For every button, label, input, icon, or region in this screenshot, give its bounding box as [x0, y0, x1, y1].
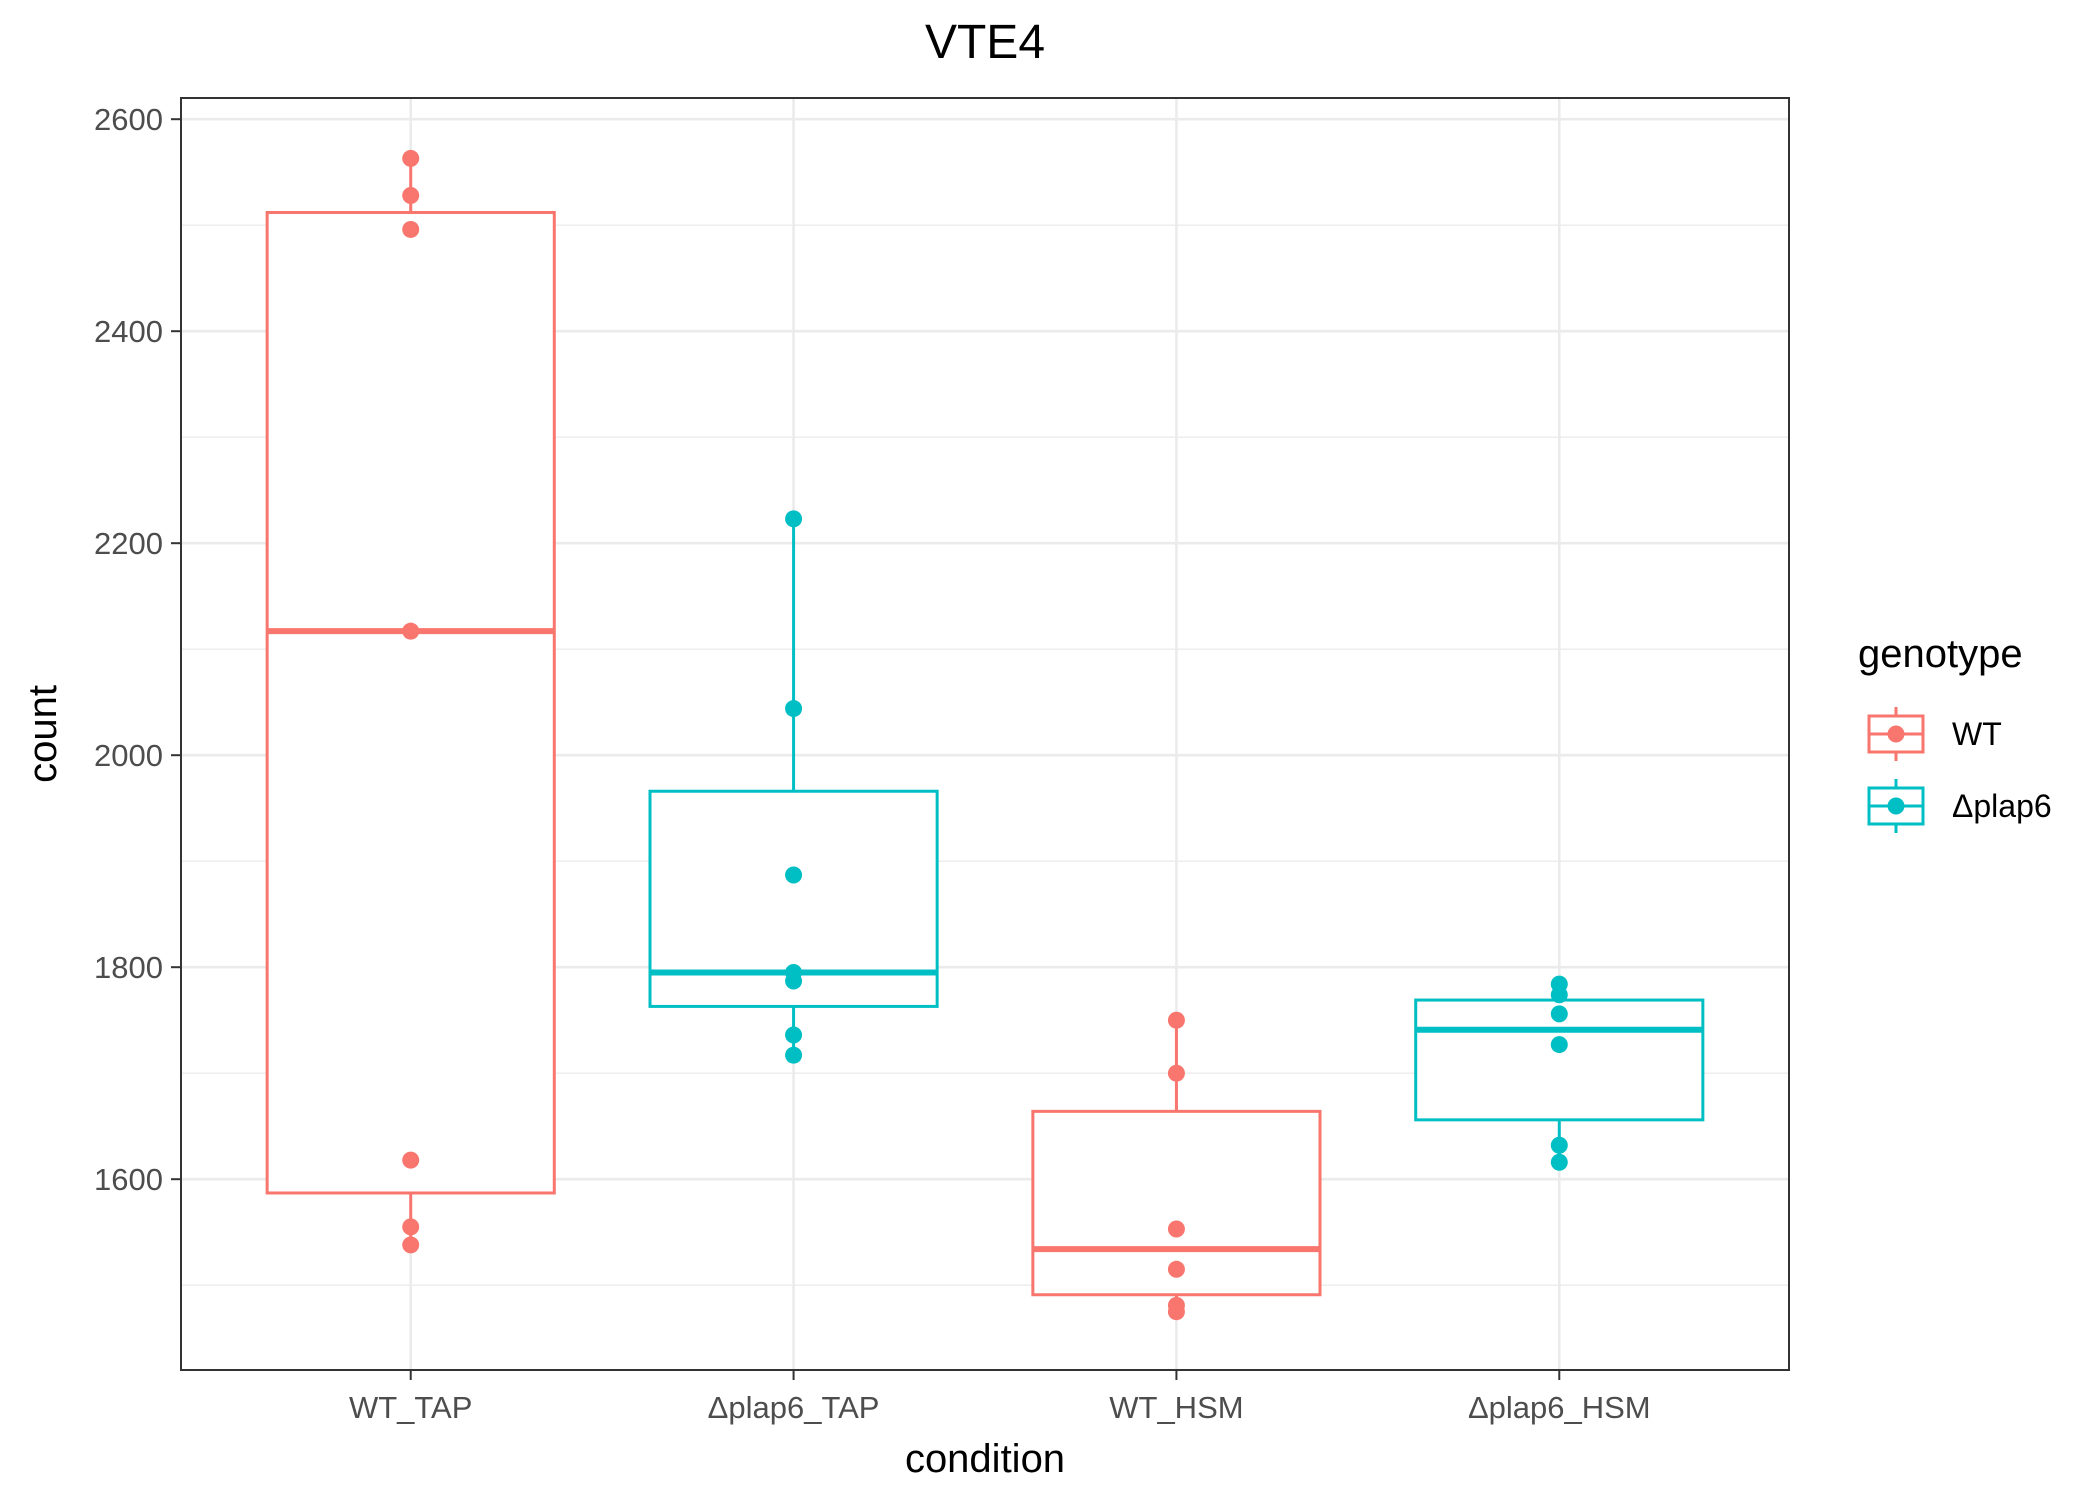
data-point — [1550, 1005, 1568, 1023]
x-tick-label: WT_HSM — [1109, 1390, 1243, 1425]
x-tick-label: WT_TAP — [349, 1390, 472, 1425]
box-WT_TAP — [265, 158, 556, 1245]
axis-layer: 1600 1800 2000 2200 2400 2600 WT_TAP Δplap6_TAP… — [94, 102, 1651, 1425]
legend-item: WT — [1867, 707, 2002, 761]
legend-key-point — [1887, 725, 1905, 743]
data-point — [785, 972, 803, 990]
data-point — [402, 1151, 420, 1169]
y-tick-label: 2000 — [94, 738, 163, 773]
y-tick-label: 2200 — [94, 526, 163, 561]
point-layer — [402, 149, 1568, 1321]
data-point — [785, 1026, 803, 1044]
data-point — [402, 622, 420, 640]
data-point — [785, 1046, 803, 1064]
data-point — [1167, 1064, 1185, 1082]
x-axis-title: condition — [905, 1437, 1065, 1481]
data-point — [402, 1236, 420, 1254]
data-point — [785, 700, 803, 718]
data-point — [1167, 1220, 1185, 1238]
data-point — [1167, 1011, 1185, 1029]
chart-title: VTE4 — [925, 16, 1045, 69]
data-point — [1167, 1260, 1185, 1278]
data-point — [1550, 1036, 1568, 1054]
legend-items: WT Δplap6 — [1867, 707, 2052, 833]
data-point — [402, 1218, 420, 1236]
box-iqr — [265, 210, 556, 1195]
x-tick-label: Δplap6_TAP — [708, 1390, 880, 1425]
legend-key-point — [1887, 797, 1905, 815]
y-tick-label: 2600 — [94, 102, 163, 137]
data-point — [1167, 1303, 1185, 1321]
data-point — [1550, 986, 1568, 1004]
data-point — [402, 187, 420, 205]
y-tick-label: 1800 — [94, 950, 163, 985]
data-point — [1550, 1136, 1568, 1154]
data-point — [402, 220, 420, 238]
x-tick-label: Δplap6_HSM — [1468, 1390, 1651, 1425]
legend-label: WT — [1952, 716, 2002, 752]
data-point — [1550, 1153, 1568, 1171]
legend-title: genotype — [1858, 632, 2023, 676]
data-point — [402, 149, 420, 167]
legend: genotype WT Δplap6 — [1858, 632, 2052, 833]
y-tick-label: 1600 — [94, 1162, 163, 1197]
y-tick-label: 2400 — [94, 314, 163, 349]
data-point — [785, 510, 803, 528]
plot-border — [180, 97, 1790, 1371]
legend-item: Δplap6 — [1867, 779, 2052, 833]
data-point — [785, 866, 803, 884]
y-axis-title: count — [21, 685, 65, 783]
legend-label: Δplap6 — [1952, 788, 2052, 824]
